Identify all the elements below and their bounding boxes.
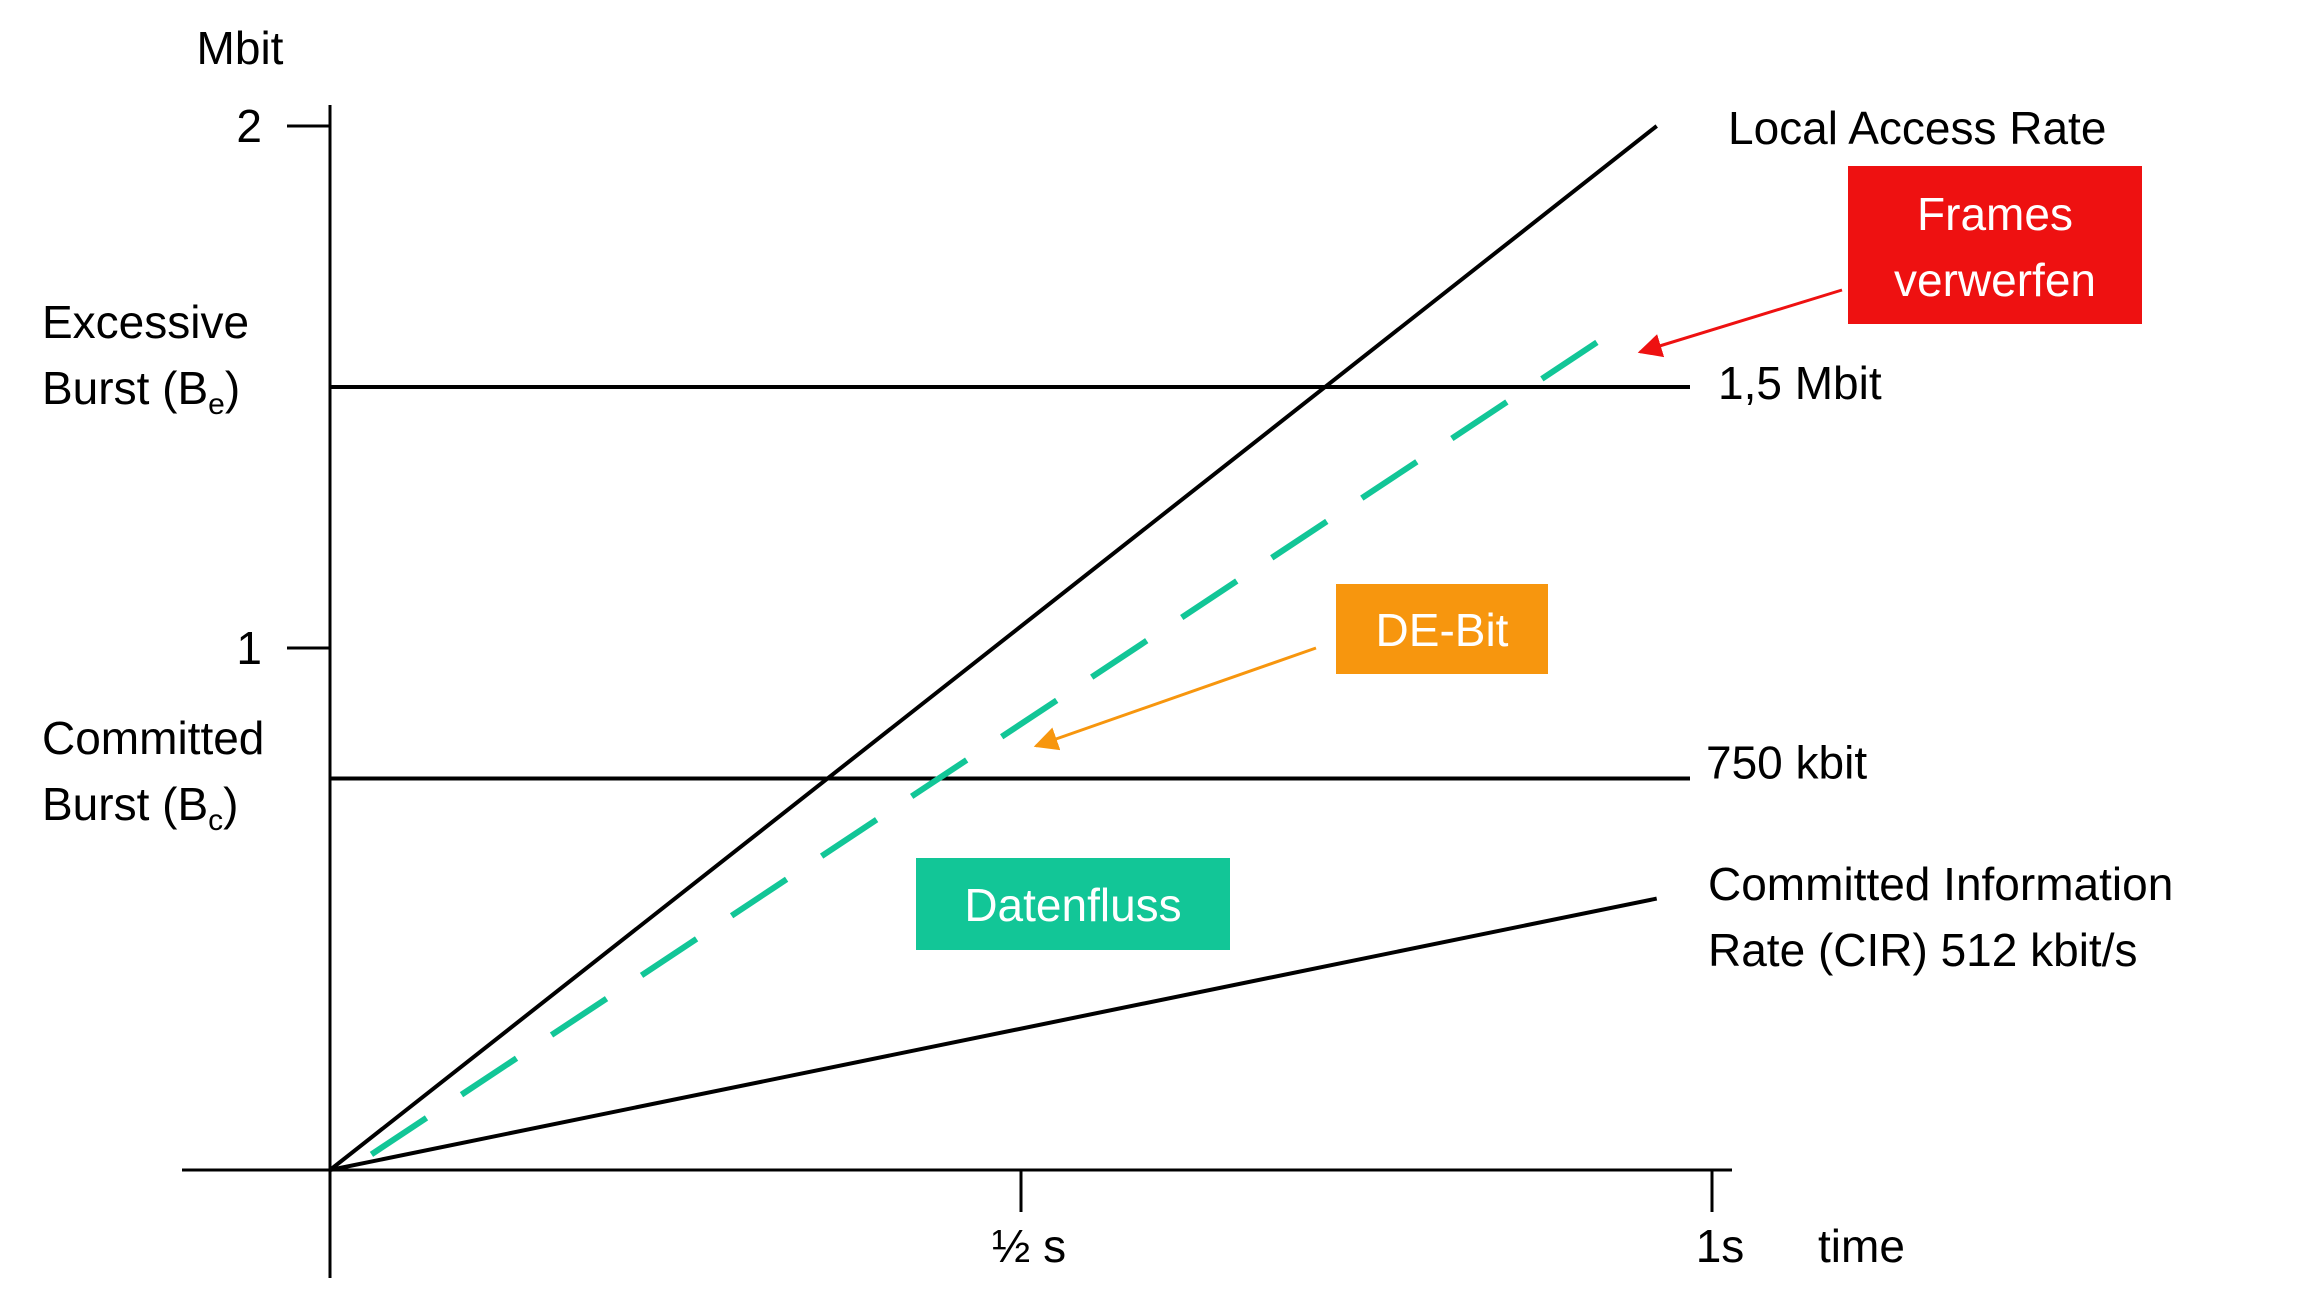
series-label-cir-line1: Committed Information (1708, 858, 2173, 910)
series-label-cir-line2: Rate (CIR) 512 kbit/s (1708, 924, 2137, 976)
excessive-burst-label-line2: Burst (Be) (42, 362, 240, 421)
frames-verwerfen-box (1848, 166, 2142, 324)
de-bit-arrow (1033, 646, 1317, 751)
frames-verwerfen-label-line2: verwerfen (1894, 254, 2096, 306)
y-tick-label-2: 2 (236, 100, 262, 152)
frames-verwerfen-label-line1: Frames (1917, 188, 2073, 240)
series-label-local-access-rate: Local Access Rate (1728, 102, 2106, 154)
frames-verwerfen-arrow (1637, 288, 1843, 358)
series-local-access-rate (328, 124, 1658, 1172)
de-bit-label: DE-Bit (1376, 604, 1509, 656)
x-tick-label-half: ½ s (992, 1220, 1066, 1272)
de-bit-box (1336, 584, 1548, 674)
x-tick-label-one: 1s (1696, 1220, 1745, 1272)
datenfluss-label: Datenfluss (964, 879, 1181, 931)
x-axis-label: time (1818, 1220, 1905, 1272)
datenfluss-box (916, 858, 1230, 950)
series-cir (329, 896, 1658, 1172)
ref-label-750-kbit: 750 kbit (1706, 737, 1867, 789)
ref-label-1-5-mbit: 1,5 Mbit (1718, 357, 1882, 409)
series-datenfluss (369, 332, 1611, 1157)
committed-burst-label-line2: Burst (Bc) (42, 778, 238, 837)
committed-burst-label-line1: Committed (42, 712, 264, 764)
y-tick-label-1: 1 (236, 622, 262, 674)
y-axis-unit-label: Mbit (197, 22, 284, 74)
excessive-burst-label-line1: Excessive (42, 296, 249, 348)
